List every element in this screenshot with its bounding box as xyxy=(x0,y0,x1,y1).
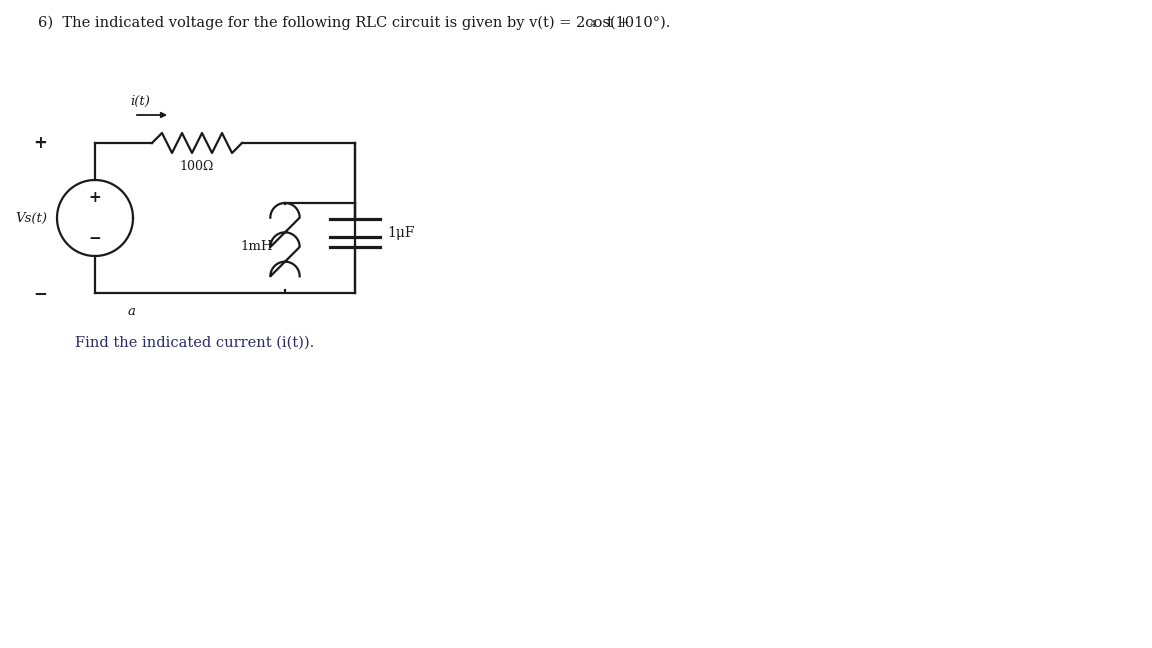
Text: Vs(t): Vs(t) xyxy=(15,211,47,224)
Text: i(t): i(t) xyxy=(130,95,150,108)
Text: 1mH: 1mH xyxy=(241,240,273,253)
Text: a: a xyxy=(128,305,136,318)
Text: 100Ω: 100Ω xyxy=(180,160,214,173)
Text: 1μF: 1μF xyxy=(387,226,415,240)
Text: +: + xyxy=(33,134,47,152)
Text: 4: 4 xyxy=(590,20,597,29)
Text: 6)  The indicated voltage for the following RLC circuit is given by v(t) = 2cos(: 6) The indicated voltage for the followi… xyxy=(38,16,634,30)
Text: +: + xyxy=(89,190,101,205)
Text: −: − xyxy=(89,231,101,246)
Text: t + 10°).: t + 10°). xyxy=(607,16,670,30)
Text: −: − xyxy=(33,284,47,302)
Text: Find the indicated current (i(t)).: Find the indicated current (i(t)). xyxy=(75,336,314,350)
